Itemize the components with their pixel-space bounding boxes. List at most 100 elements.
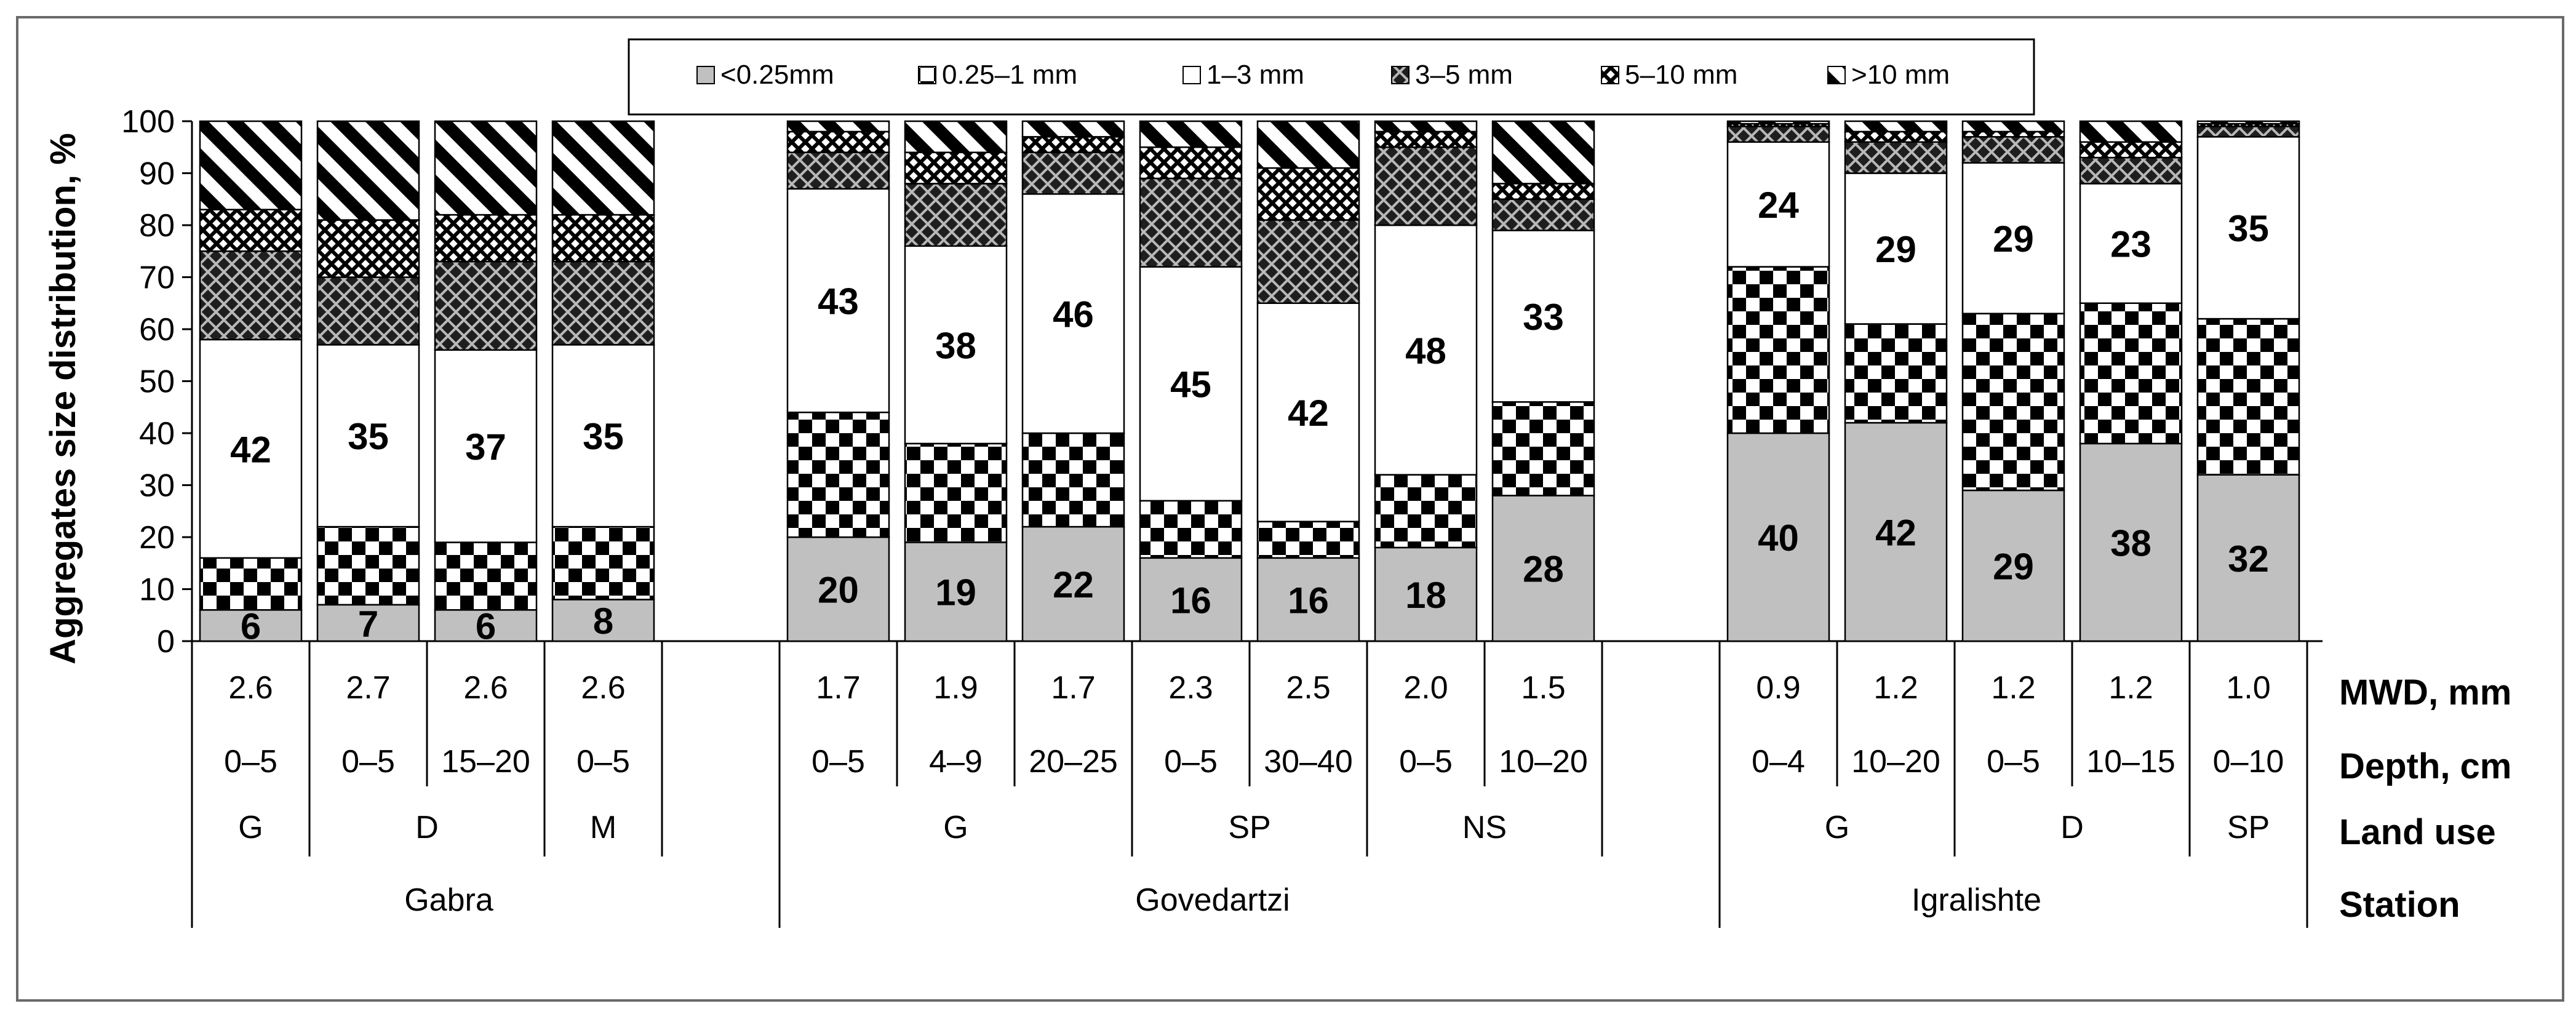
bar-segment-3-5mm (199, 250, 303, 341)
bars (199, 120, 2300, 642)
mwd-value: 1.2 (1991, 670, 2035, 706)
legend-item-1-3mm: 1–3 mm (1182, 60, 1304, 90)
bar-segment-1-3mm (904, 245, 1008, 445)
data-label-lt-0-25mm: 19 (935, 572, 976, 613)
bar (2079, 120, 2183, 642)
bar-segment-5-10mm (1256, 167, 1360, 221)
data-label-1-3mm: 43 (818, 281, 859, 322)
bar-segment-gt-10mm (1021, 120, 1125, 138)
bar-segment-lt-0-25mm (2079, 442, 2183, 642)
data-label-lt-0-25mm: 20 (818, 570, 859, 611)
bar-segment-3-5mm (1726, 126, 1830, 143)
mwd-value: 1.2 (1873, 670, 1918, 706)
depth-value: 20–25 (1029, 744, 1118, 780)
mwd-value: 2.6 (228, 670, 273, 706)
bar-segment-3-5mm (551, 260, 655, 346)
bar (786, 120, 890, 642)
land-use-label: SP (2227, 810, 2270, 845)
bar-segment-1-3mm (786, 188, 890, 413)
y-tick-label: 60 (139, 312, 175, 348)
bar-segment-0-25-1mm (2079, 302, 2183, 445)
data-label-1-3mm: 29 (1875, 229, 1916, 270)
bar-segment-lt-0-25mm (1491, 495, 1595, 642)
bar-segment-gt-10mm (551, 120, 655, 216)
row-label-mwd: MWD, mm (2339, 673, 2511, 713)
mwd-value: 1.9 (933, 670, 978, 706)
bar-segment-gt-10mm (1726, 120, 1830, 125)
legend-swatch (696, 66, 715, 84)
bar-segment-5-10mm (199, 209, 303, 252)
bar-segment-1-3mm (316, 344, 420, 528)
data-label-1-3mm: 37 (465, 426, 506, 468)
bar-segment-gt-10mm (434, 120, 538, 216)
bar-segment-gt-10mm (1844, 120, 1948, 133)
bar (1139, 120, 1243, 642)
y-tick-label: 100 (121, 104, 175, 140)
legend-label: 1–3 mm (1206, 60, 1304, 90)
land-use-label: NS (1462, 810, 1507, 845)
mwd-value: 2.3 (1168, 670, 1213, 706)
bar-segment-0-25-1mm (2196, 317, 2300, 476)
data-label-lt-0-25mm: 40 (1758, 517, 1799, 559)
bar (1374, 120, 1478, 642)
bar-segment-gt-10mm (316, 120, 420, 221)
data-label-1-3mm: 23 (2110, 224, 2151, 265)
bar-segment-gt-10mm (786, 120, 890, 133)
legend-swatch (1601, 66, 1619, 84)
row-label-station: Station (2339, 885, 2460, 925)
bar-segment-gt-10mm (1139, 120, 1243, 148)
bar (199, 120, 303, 642)
depth-value: 0–5 (341, 744, 395, 780)
category-table: 2.6 0–5 2.7 0–5 2.6 15–20 2.6 0–5 1.7 0–5 1.9 4–9 1.… (191, 641, 2308, 928)
depth-value: 10–15 (2086, 744, 2175, 780)
bar (1844, 120, 1948, 642)
bar-segment-3-5mm (1374, 146, 1478, 226)
data-label-lt-0-25mm: 42 (1875, 513, 1916, 554)
station-label: Gabra (404, 882, 493, 918)
bar-segment-0-25-1mm (1844, 323, 1948, 424)
data-label-1-3mm: 35 (348, 416, 389, 457)
legend: <0.25mm 0.25–1 mm 1–3 mm 3–5 mm 5–10 mm >10 m… (628, 38, 2035, 116)
bar-segment-3-5mm (786, 151, 890, 190)
bar-segment-lt-0-25mm (1961, 489, 2065, 642)
mwd-value: 0.9 (1756, 670, 1800, 706)
y-axis-title: Aggregates size distribution, % (43, 133, 83, 665)
bar-segment-lt-0-25mm (434, 609, 538, 642)
y-tick-label: 30 (139, 468, 175, 504)
data-label-1-3mm: 33 (1523, 297, 1564, 338)
bar-segment-gt-10mm (904, 120, 1008, 153)
y-tick-label: 80 (139, 208, 175, 244)
bar-segment-1-3mm (1139, 266, 1243, 502)
depth-value: 30–40 (1264, 744, 1353, 780)
mwd-value: 2.6 (463, 670, 508, 706)
bar-segment-1-3mm (199, 338, 303, 559)
legend-item-gt-10mm: >10 mm (1827, 60, 1950, 90)
station-label: Igralishte (1912, 882, 2041, 918)
bar-segment-lt-0-25mm (2196, 474, 2300, 642)
mwd-value: 2.5 (1286, 670, 1330, 706)
land-use-label: M (590, 810, 616, 845)
bar-segment-lt-0-25mm (1726, 432, 1830, 642)
bar-segment-gt-10mm (199, 120, 303, 210)
bar-segment-3-5mm (1491, 198, 1595, 231)
bar-segment-1-3mm (1961, 162, 2065, 314)
data-label-lt-0-25mm: 38 (2110, 522, 2151, 564)
bar-segment-5-10mm (1021, 136, 1125, 153)
bar-segment-5-10mm (316, 219, 420, 278)
bar-segment-3-5mm (1961, 136, 2065, 164)
bar-segment-1-3mm (1491, 230, 1595, 403)
land-use-label: G (238, 810, 263, 845)
data-label-lt-0-25mm: 28 (1523, 549, 1564, 590)
depth-value: 0–5 (1164, 744, 1218, 780)
row-label-depth: Depth, cm (2339, 746, 2511, 786)
bar-segment-5-10mm (1374, 130, 1478, 148)
legend-label: 3–5 mm (1415, 60, 1513, 90)
bar-segment-5-10mm (1961, 130, 2065, 138)
data-label-lt-0-25mm: 8 (593, 601, 613, 642)
bar-segment-3-5mm (2079, 156, 2183, 185)
bar-segment-0-25-1mm (904, 442, 1008, 543)
bar-segment-1-3mm (1021, 193, 1125, 434)
y-tick-label: 40 (139, 416, 175, 452)
depth-value: 10–20 (1851, 744, 1940, 780)
y-tick-label: 70 (139, 260, 175, 296)
